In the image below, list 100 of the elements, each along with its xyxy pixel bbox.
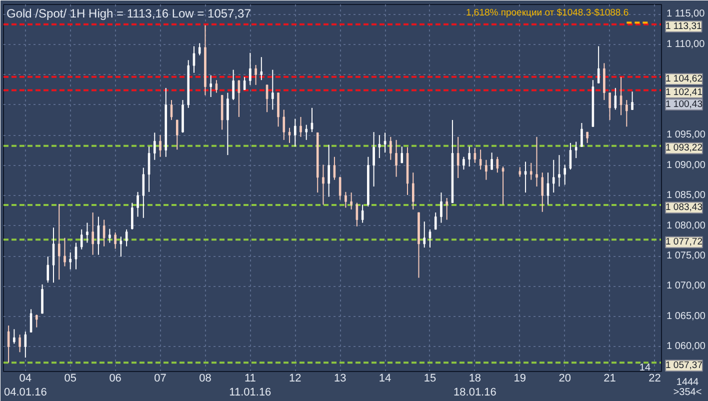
- y-tick-label: 1 065,00: [666, 310, 706, 322]
- candlestick: [310, 107, 314, 133]
- candlestick: [114, 232, 116, 250]
- candlestick: [462, 156, 465, 170]
- y-tick-label: 1 115,00: [666, 8, 706, 20]
- candlestick: [479, 149, 482, 170]
- candlestick: [74, 242, 78, 270]
- ref-line-label: 1 077,72: [666, 236, 702, 248]
- annotation: 14: [639, 362, 651, 374]
- candlestick: [86, 222, 88, 244]
- ref-line-label: 1 093,22: [666, 142, 702, 154]
- x-tick-label: 14: [378, 372, 392, 384]
- candlestick: [614, 87, 617, 110]
- candlestick: [36, 314, 38, 328]
- x-tick-label: 13: [334, 372, 346, 384]
- candlestick: [597, 46, 600, 84]
- x-tick-label: 22: [648, 372, 661, 384]
- candlestick: [485, 159, 488, 180]
- candlestick: [541, 172, 544, 212]
- x-tick-label: 15: [424, 372, 436, 384]
- candlestick: [108, 228, 111, 244]
- x-tick-label: 05: [64, 372, 76, 384]
- ref-line-label: 1 113,31: [666, 20, 702, 32]
- candlestick: [64, 237, 66, 267]
- candlestick: [198, 42, 201, 56]
- candlestick: [154, 132, 156, 160]
- candlestick: [170, 100, 173, 120]
- candlestick: [305, 124, 308, 140]
- candlestick: [254, 64, 257, 86]
- candlestick: [210, 74, 212, 98]
- text: 1444: [676, 377, 700, 388]
- candlestick: [372, 132, 375, 187]
- candlestick: [24, 331, 27, 358]
- candlestick: [136, 191, 139, 218]
- candlestick: [574, 141, 578, 159]
- candlestick: [384, 132, 386, 154]
- candlestick: [564, 164, 566, 186]
- candlestick: [446, 197, 448, 220]
- candlestick: [395, 139, 398, 178]
- candlestick: [390, 136, 392, 160]
- candlestick: [378, 134, 381, 159]
- candlestick: [322, 164, 324, 206]
- candlestick: [58, 204, 60, 280]
- candlestick: [266, 84, 268, 113]
- candlestick: [536, 136, 538, 187]
- candlestick: [344, 191, 347, 208]
- ref-line-label: 1 057,37: [666, 360, 702, 372]
- x-tick-label: 20: [558, 372, 571, 384]
- x-tick-label: 21: [604, 372, 616, 384]
- candlestick: [226, 92, 229, 156]
- x-tick-label: 12: [289, 372, 302, 384]
- candlestick: [249, 52, 252, 86]
- text: 1 100,43: [666, 99, 702, 110]
- candlestick: [338, 176, 342, 200]
- candlestick: [490, 152, 493, 170]
- candlestick: [92, 212, 94, 256]
- candlestick: [176, 119, 178, 150]
- candlestick: [142, 167, 145, 218]
- candlestick: [524, 161, 527, 194]
- x-tick-label: 11 11.01.16: [229, 372, 272, 398]
- x-tick-label: 04 04.01.16: [4, 372, 47, 398]
- candlestick: [7, 325, 10, 364]
- candlestick: [474, 147, 476, 164]
- y-tick-label: 1 075,00: [666, 250, 706, 262]
- candlestick: [631, 91, 634, 110]
- candlestick: [608, 92, 611, 120]
- candlestick: [626, 100, 628, 128]
- candlestick: [300, 116, 302, 138]
- candlestick: [496, 156, 499, 174]
- candlestick: [423, 221, 426, 248]
- candlestick: [288, 127, 291, 144]
- y-tick-label: 1 060,00: [666, 341, 706, 352]
- candlestick: [552, 159, 555, 194]
- y-tick-label: 1 085,00: [666, 190, 706, 202]
- candlestick: [361, 204, 364, 224]
- candlestick: [125, 228, 128, 247]
- ref-line-label: 1 102,41: [666, 87, 702, 98]
- candlestick: [546, 172, 550, 206]
- candlestick: [46, 256, 50, 284]
- x-tick-label: 18 18.01.16: [454, 372, 496, 398]
- candlestick: [30, 308, 32, 333]
- candlestick: [282, 109, 286, 140]
- candlestick: [620, 76, 622, 116]
- candlestick: [260, 56, 263, 81]
- candlestick: [232, 69, 234, 101]
- candlestick: [243, 76, 246, 90]
- candlestick: [468, 146, 470, 168]
- candlestick: [192, 46, 196, 74]
- text: >354<: [673, 387, 702, 398]
- x-tick-label: 06: [109, 372, 122, 384]
- candlestick: [456, 136, 460, 179]
- candlestick: [328, 144, 330, 198]
- candlestick: [97, 216, 100, 256]
- candlestick: [333, 156, 336, 180]
- y-tick-label: 1 070,00: [666, 280, 706, 292]
- candlestick: [350, 192, 352, 210]
- candlestick: [580, 122, 583, 148]
- candlestick: [434, 212, 437, 230]
- candlestick: [518, 166, 522, 178]
- candlestick: [131, 202, 134, 230]
